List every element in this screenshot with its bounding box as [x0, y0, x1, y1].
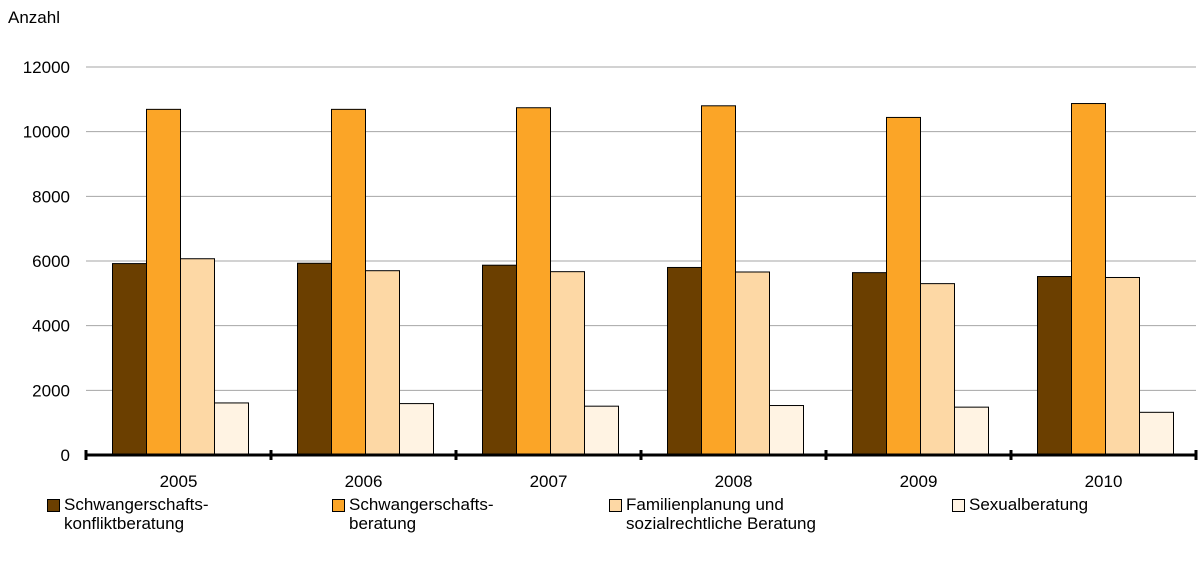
x-tick-label: 2009	[900, 472, 938, 491]
legend-item: Sexualberatung	[952, 495, 1088, 514]
bar	[769, 405, 804, 456]
bar	[1139, 411, 1174, 456]
legend-item: Schwangerschafts-konfliktberatung	[47, 495, 209, 533]
bar	[365, 270, 400, 456]
legend-label: Schwangerschafts-konfliktberatung	[64, 495, 209, 533]
legend-label: Familienplanung und sozialrechtliche Bera…	[626, 495, 816, 533]
y-tick-label: 4000	[32, 317, 70, 336]
bar	[667, 266, 702, 456]
y-tick-label: 6000	[32, 252, 70, 271]
bar-chart: 0 2000 4000 6000 8000 10000 12000 2005 2006 2007 2…	[23, 58, 1198, 491]
bar	[482, 264, 517, 456]
bar	[1105, 276, 1140, 456]
bar	[180, 258, 215, 456]
bar	[1037, 276, 1072, 456]
legend: Schwangerschafts-konfliktberatung Schwang…	[0, 495, 1198, 567]
y-tick-label: 0	[61, 446, 70, 465]
y-tick-label: 2000	[32, 381, 70, 400]
x-tick-label: 2005	[160, 472, 198, 491]
x-tick-label: 2007	[530, 472, 568, 491]
legend-swatch	[47, 499, 60, 512]
y-tick-label: 12000	[23, 58, 70, 77]
bar	[584, 405, 619, 456]
y-axis-label: Anzahl	[8, 8, 60, 27]
legend-item: Schwangerschafts-beratung	[332, 495, 494, 533]
bar	[399, 403, 434, 456]
bar	[920, 283, 955, 456]
y-tick-label: 10000	[23, 123, 70, 142]
legend-swatch	[332, 499, 345, 512]
legend-label: Schwangerschafts-beratung	[349, 495, 494, 533]
bar	[701, 105, 736, 456]
legend-swatch	[609, 499, 622, 512]
legend-item: Familienplanung und sozialrechtliche Bera…	[609, 495, 816, 533]
bar	[297, 262, 332, 456]
bar	[886, 116, 921, 456]
bar	[735, 271, 770, 456]
y-tick-label: 8000	[32, 187, 70, 206]
x-tick-label: 2008	[715, 472, 753, 491]
legend-swatch	[952, 499, 965, 512]
bar	[112, 263, 147, 456]
bar	[550, 271, 585, 456]
x-tick-label: 2010	[1085, 472, 1123, 491]
bar	[516, 107, 551, 456]
x-tick-label: 2006	[345, 472, 383, 491]
legend-label: Sexualberatung	[969, 495, 1089, 514]
bar	[1071, 103, 1106, 456]
bar	[954, 406, 989, 456]
bar	[146, 108, 181, 456]
bar	[214, 402, 249, 456]
bar	[331, 108, 366, 456]
bar	[852, 272, 887, 456]
